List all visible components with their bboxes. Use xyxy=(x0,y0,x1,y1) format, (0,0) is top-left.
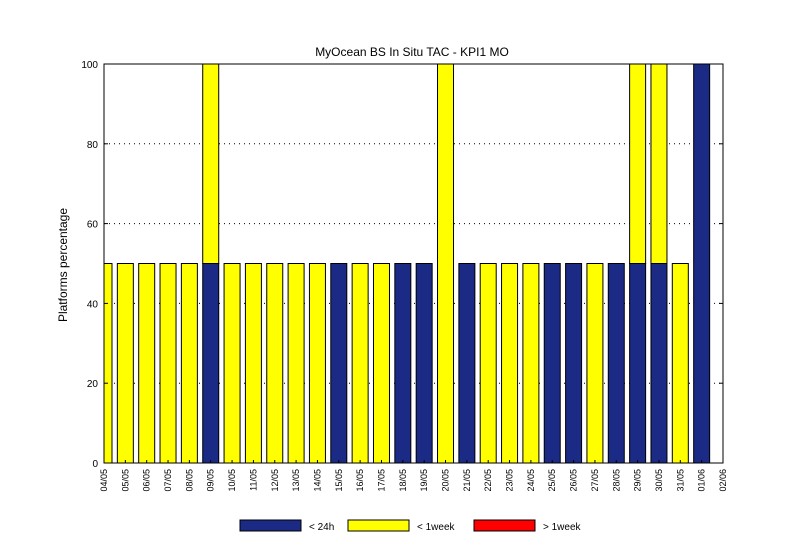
legend: < 24h < 1week > 1week xyxy=(239,519,582,533)
bar-1week-16-05 xyxy=(351,263,369,464)
x-axis-ticks: 04/05 05/05 06/05 07/05 08/05 09/05 10/05 11/05… xyxy=(99,460,728,492)
x-tick-label: 05/05 xyxy=(120,469,130,492)
x-tick-label: 08/05 xyxy=(184,469,194,492)
y-tick-label: 40 xyxy=(87,299,99,310)
bar-24h-18-05 xyxy=(394,263,412,464)
x-tick-label: 06/05 xyxy=(142,469,152,492)
bar-1week-11-05 xyxy=(244,263,262,464)
bar-1week-12-05 xyxy=(266,263,284,464)
x-tick-label: 02/06 xyxy=(718,469,728,492)
x-tick-label: 07/05 xyxy=(163,469,173,492)
bar-1week-09-05 xyxy=(202,63,220,264)
x-tick-label: 12/05 xyxy=(270,469,280,492)
y-tick-label: 80 xyxy=(87,140,99,151)
bar-24h-19-05 xyxy=(415,263,433,464)
x-tick-label: 11/05 xyxy=(248,469,258,491)
bar-24h-21-05 xyxy=(458,263,476,464)
legend-swatch xyxy=(473,519,536,532)
x-tick-label: 17/05 xyxy=(376,469,386,492)
bar-1week-29-05 xyxy=(629,63,647,264)
x-tick-label: 30/05 xyxy=(654,469,664,492)
x-tick-label: 09/05 xyxy=(206,469,216,492)
bar-1week-24-05 xyxy=(522,263,540,464)
legend-swatch xyxy=(239,519,302,532)
bar-1week-08-05 xyxy=(180,263,198,464)
bar-1week-17-05 xyxy=(372,263,390,464)
x-tick-label: 23/05 xyxy=(505,469,515,492)
x-tick-label: 13/05 xyxy=(291,469,301,492)
bar-24h-28-05 xyxy=(607,263,625,464)
bar-1week-27-05 xyxy=(586,263,604,464)
legend-label: < 24h xyxy=(309,522,334,533)
x-tick-label: 04/05 xyxy=(99,469,109,492)
legend-label: > 1week xyxy=(543,522,582,533)
bar-1week-06-05 xyxy=(138,263,156,464)
y-axis-ticks: 0 20 40 60 80 100 xyxy=(81,60,723,470)
x-tick-label: 19/05 xyxy=(419,469,429,492)
y-tick-label: 60 xyxy=(87,220,99,231)
bar-24h-01-06 xyxy=(693,63,711,464)
x-tick-label: 22/05 xyxy=(483,469,493,492)
x-tick-label: 24/05 xyxy=(526,469,536,492)
x-tick-label: 10/05 xyxy=(227,469,237,492)
x-tick-label: 21/05 xyxy=(462,469,472,492)
legend-label: < 1week xyxy=(417,522,456,533)
bars xyxy=(103,63,711,464)
bar-1week-04-05 xyxy=(103,263,113,464)
plot-frame xyxy=(103,63,724,464)
x-tick-label: 16/05 xyxy=(355,469,365,492)
legend-swatch xyxy=(347,519,410,532)
x-tick-label: 27/05 xyxy=(590,469,600,492)
bar-1week-20-05 xyxy=(437,63,455,464)
bar-1week-22-05 xyxy=(479,263,497,464)
x-tick-label: 18/05 xyxy=(398,469,408,492)
x-tick-label: 28/05 xyxy=(611,469,621,492)
x-tick-label: 25/05 xyxy=(547,469,557,492)
y-tick-label: 0 xyxy=(92,459,98,470)
x-tick-label: 29/05 xyxy=(633,469,643,492)
bar-24h-30-05 xyxy=(650,263,668,464)
bar-24h-29-05 xyxy=(629,263,647,464)
bar-24h-09-05 xyxy=(202,263,220,464)
bar-1week-23-05 xyxy=(501,263,519,464)
bar-24h-15-05 xyxy=(330,263,348,464)
bar-1week-07-05 xyxy=(159,263,177,464)
x-tick-label: 20/05 xyxy=(441,469,451,492)
x-tick-label: 15/05 xyxy=(334,469,344,492)
bar-1week-13-05 xyxy=(287,263,305,464)
x-tick-label: 14/05 xyxy=(312,469,322,492)
bar-1week-30-05 xyxy=(650,63,668,264)
bar-1week-05-05 xyxy=(116,263,134,464)
bar-24h-26-05 xyxy=(565,263,583,464)
chart-title: MyOcean BS In Situ TAC - KPI1 MO xyxy=(315,45,509,59)
x-tick-label: 26/05 xyxy=(569,469,579,492)
bar-1week-10-05 xyxy=(223,263,241,464)
x-tick-label: 01/06 xyxy=(697,469,707,492)
x-tick-label: 31/05 xyxy=(675,469,685,492)
bar-1week-31-05 xyxy=(671,263,689,464)
y-tick-label: 20 xyxy=(87,379,99,390)
bar-24h-25-05 xyxy=(543,263,561,464)
y-tick-label: 100 xyxy=(81,60,98,71)
bar-1week-14-05 xyxy=(308,263,326,464)
y-axis-label: Platforms percentage xyxy=(56,208,70,322)
